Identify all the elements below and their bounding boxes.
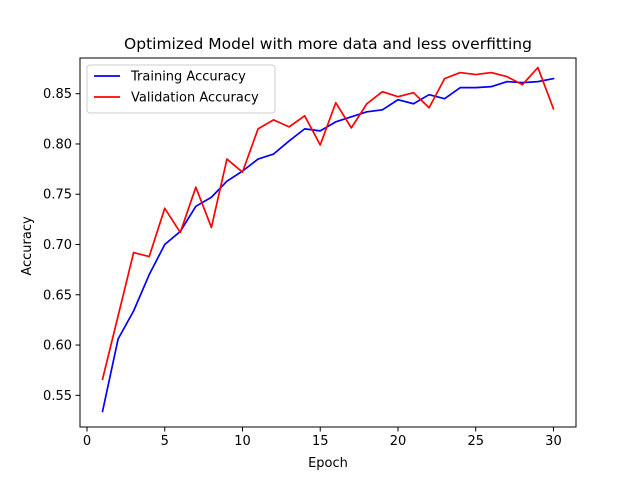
y-tick-label: 0.65	[43, 288, 72, 303]
validation-accuracy-line	[101, 66, 555, 381]
legend-box	[86, 64, 276, 114]
legend-label: Validation Accuracy	[131, 91, 259, 106]
y-tick-label: 0.55	[43, 389, 72, 404]
x-tick-label: 15	[312, 434, 329, 449]
y-tick-label: 0.80	[43, 137, 72, 152]
x-tick-label: 25	[467, 434, 484, 449]
legend-label: Training Accuracy	[130, 70, 246, 85]
x-axis-title: Epoch	[308, 456, 348, 471]
y-tick-label: 0.70	[43, 238, 72, 253]
training-accuracy-line	[101, 77, 555, 413]
chart-title: Optimized Model with more data and less …	[124, 35, 532, 53]
plot-area: 0 5 10 15 20 25 30 0.55 0.60 0.65 0.70 0.75 0.80 0.85…	[43, 57, 577, 449]
x-tick-label: 10	[234, 434, 251, 449]
axes-frame	[79, 57, 577, 428]
x-tick-label: 30	[545, 434, 562, 449]
y-tick-label: 0.85	[43, 87, 72, 102]
y-axis-title: Accuracy	[20, 216, 35, 276]
x-tick-label: 20	[390, 434, 407, 449]
y-tick-label: 0.60	[43, 339, 72, 354]
x-tick-label: 0	[83, 434, 91, 449]
x-tick-label: 5	[161, 434, 169, 449]
y-tick-label: 0.75	[43, 188, 72, 203]
